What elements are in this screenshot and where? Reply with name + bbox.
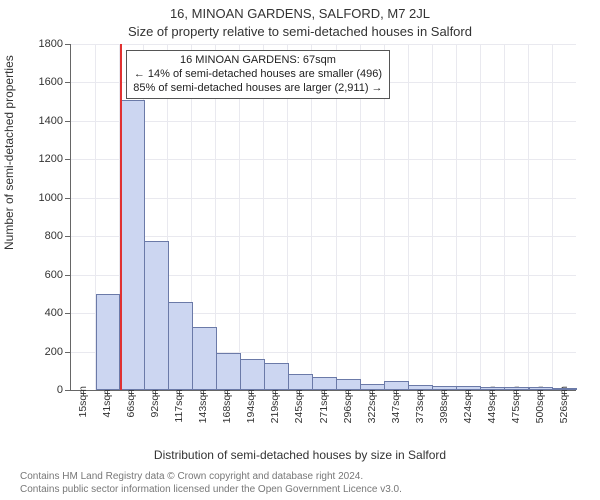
histogram-bar (529, 387, 554, 390)
histogram-bar (144, 241, 169, 390)
marker-line (120, 44, 122, 390)
title-line2: Size of property relative to semi-detach… (0, 24, 600, 39)
x-tick-label: 245sqm (293, 386, 305, 423)
x-tick-label: 41sqm (101, 386, 113, 418)
x-tick-label: 168sqm (221, 386, 233, 423)
histogram-bar (288, 374, 313, 390)
annotation-line: ← 14% of semi-detached houses are smalle… (133, 68, 382, 82)
histogram-bar (240, 359, 265, 390)
y-tick-label: 600 (45, 269, 63, 281)
footer-line1: Contains HM Land Registry data © Crown c… (20, 471, 402, 484)
histogram-bar (264, 363, 289, 390)
y-tick-label: 400 (45, 307, 63, 319)
histogram-bar (120, 100, 145, 390)
y-tick-label: 1600 (39, 76, 63, 88)
x-tick-label: 322sqm (366, 386, 378, 423)
histogram-bar (96, 294, 121, 390)
x-tick-label: 271sqm (318, 386, 330, 423)
x-tick-label: 296sqm (342, 386, 354, 423)
histogram-bar (216, 353, 241, 390)
histogram-bar (432, 386, 457, 390)
y-tick-label: 1400 (39, 115, 63, 127)
x-tick-label: 143sqm (197, 386, 209, 423)
x-tick-label: 15sqm (77, 386, 89, 418)
title-line1: 16, MINOAN GARDENS, SALFORD, M7 2JL (0, 6, 600, 21)
x-tick-label: 449sqm (486, 386, 498, 423)
histogram-bar (408, 385, 433, 390)
x-tick-label: 92sqm (149, 386, 161, 418)
x-tick-label: 500sqm (534, 386, 546, 423)
y-tick-label: 1000 (39, 192, 63, 204)
histogram-bar (384, 381, 409, 390)
plot-area: 02004006008001000120014001600180015sqm41… (70, 44, 576, 391)
y-axis-label: Number of semi-detached properties (2, 55, 16, 250)
x-tick-label: 66sqm (125, 386, 137, 418)
x-tick-label: 424sqm (462, 386, 474, 423)
histogram-bar (192, 327, 217, 391)
histogram-bar (360, 384, 385, 390)
y-tick-label: 800 (45, 230, 63, 242)
x-tick-label: 475sqm (510, 386, 522, 423)
histogram-bar (504, 387, 529, 390)
histogram-bar (168, 302, 193, 390)
histogram-bar (456, 386, 481, 390)
annotation-line: 16 MINOAN GARDENS: 67sqm (133, 54, 382, 68)
x-tick-label: 526sqm (558, 386, 570, 423)
x-tick-label: 373sqm (414, 386, 426, 423)
x-tick-label: 194sqm (245, 386, 257, 423)
histogram-bar (480, 387, 505, 390)
x-tick-label: 117sqm (173, 386, 185, 423)
annotation-box: 16 MINOAN GARDENS: 67sqm← 14% of semi-de… (126, 50, 389, 99)
footer: Contains HM Land Registry data © Crown c… (20, 471, 402, 496)
footer-line2: Contains public sector information licen… (20, 484, 402, 497)
x-tick-label: 398sqm (438, 386, 450, 423)
y-tick-label: 1800 (39, 38, 63, 50)
y-tick-label: 200 (45, 346, 63, 358)
y-tick-label: 1200 (39, 153, 63, 165)
chart-container: 16, MINOAN GARDENS, SALFORD, M7 2JL Size… (0, 0, 600, 500)
histogram-bar (336, 379, 361, 390)
annotation-line: 85% of semi-detached houses are larger (… (133, 82, 382, 96)
x-tick-label: 347sqm (390, 386, 402, 423)
histogram-bar (553, 388, 578, 390)
x-tick-label: 219sqm (269, 386, 281, 423)
histogram-bar (312, 377, 337, 390)
y-tick-label: 0 (57, 384, 63, 396)
x-axis-label: Distribution of semi-detached houses by … (0, 448, 600, 462)
